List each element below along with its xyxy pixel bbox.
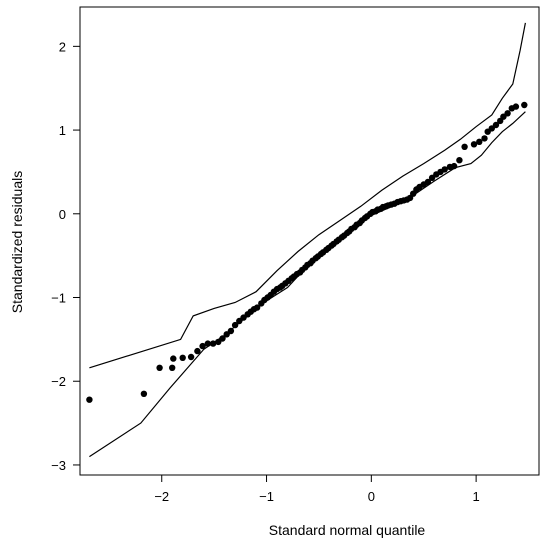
data-point bbox=[231, 321, 239, 329]
x-tick-label: 0 bbox=[368, 489, 375, 504]
data-point bbox=[481, 135, 488, 142]
data-point bbox=[521, 101, 528, 109]
data-point bbox=[179, 354, 186, 361]
data-point bbox=[504, 110, 511, 117]
y-tick-label: −2 bbox=[51, 374, 66, 389]
data-point bbox=[156, 364, 163, 371]
x-axis: −2 −1 0 1 bbox=[154, 475, 480, 504]
data-point bbox=[492, 121, 500, 129]
data-point bbox=[470, 141, 478, 148]
data-point bbox=[209, 340, 217, 347]
x-axis-title: Standard normal quantile bbox=[269, 522, 426, 538]
y-tick-label: 0 bbox=[59, 207, 66, 222]
data-point bbox=[187, 353, 195, 361]
data-point bbox=[476, 138, 483, 145]
x-tick-label: −1 bbox=[259, 489, 274, 504]
data-point bbox=[450, 162, 458, 170]
x-tick-label: −2 bbox=[154, 489, 169, 504]
data-points bbox=[86, 101, 528, 403]
data-point bbox=[456, 157, 463, 164]
data-point bbox=[424, 178, 432, 186]
data-point bbox=[219, 335, 226, 342]
data-point bbox=[199, 342, 206, 350]
data-point bbox=[253, 304, 261, 311]
y-tick-label: 2 bbox=[59, 39, 66, 54]
y-tick-label: 1 bbox=[59, 123, 66, 138]
x-tick-label: 1 bbox=[473, 489, 480, 504]
data-point bbox=[461, 143, 468, 150]
plot-frame bbox=[79, 6, 540, 476]
data-point bbox=[441, 166, 448, 173]
data-point bbox=[170, 355, 177, 362]
upper-envelope-line bbox=[89, 22, 526, 369]
data-point bbox=[204, 340, 211, 347]
data-point bbox=[86, 396, 93, 403]
y-axis: −3 −2 −1 0 1 2 bbox=[51, 39, 80, 473]
lower-envelope-line bbox=[89, 111, 526, 458]
data-point bbox=[512, 103, 520, 110]
y-tick-label: −3 bbox=[51, 458, 66, 473]
data-point bbox=[194, 347, 201, 355]
data-point bbox=[169, 364, 176, 371]
data-point bbox=[140, 390, 148, 397]
y-axis-title: Standardized residuals bbox=[9, 171, 25, 313]
y-tick-label: −1 bbox=[51, 291, 66, 306]
data-point bbox=[227, 327, 235, 335]
envelope-lines bbox=[89, 22, 526, 458]
